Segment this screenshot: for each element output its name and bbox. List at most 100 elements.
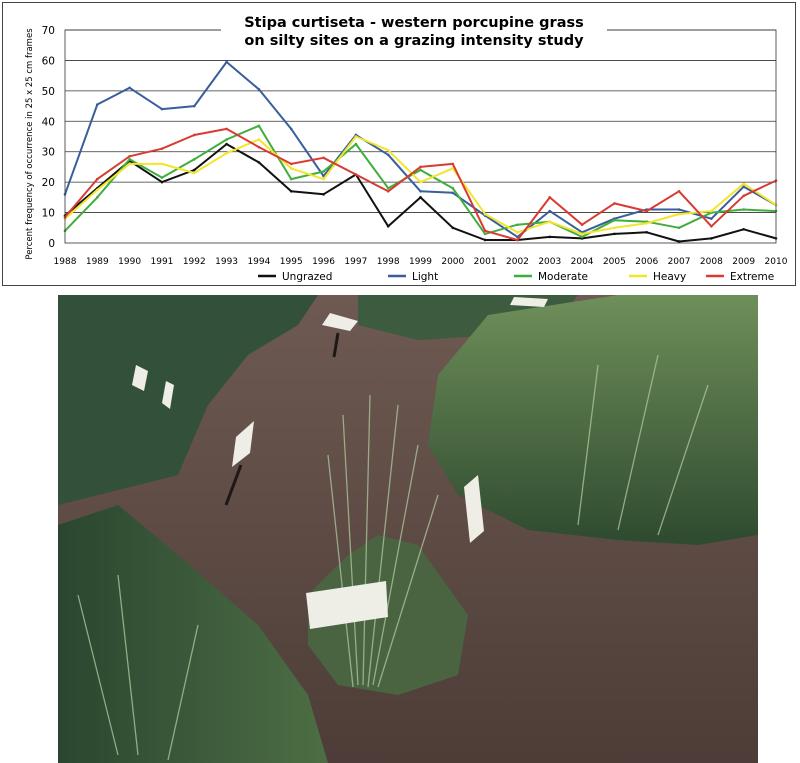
point-extreme <box>225 127 228 131</box>
point-moderate <box>225 138 228 141</box>
point-extreme <box>289 162 293 166</box>
x-tick-label: 2007 <box>668 257 691 267</box>
point-light <box>451 191 455 195</box>
point-light <box>548 209 552 213</box>
x-tick-label: 1998 <box>377 257 400 267</box>
point-heavy <box>419 180 422 184</box>
point-moderate <box>483 232 487 236</box>
point-heavy <box>451 167 455 170</box>
line-chart: 0 10 20 30 40 50 60 70 1988 1989 1990 1991 1992 1993 1… <box>25 7 788 283</box>
point-extreme <box>710 224 713 228</box>
point-extreme <box>419 165 422 169</box>
x-tick-label: 2006 <box>635 257 658 267</box>
x-tick-label: 1991 <box>151 257 174 267</box>
point-light <box>289 127 293 131</box>
point-heavy <box>257 138 261 141</box>
point-ungrazed <box>451 226 455 230</box>
plot-label-3 <box>322 313 358 331</box>
point-ungrazed <box>322 193 325 196</box>
point-extreme <box>742 194 745 198</box>
x-tick-label: 1992 <box>183 257 206 267</box>
x-tick-label: 1996 <box>312 257 335 267</box>
grass-clump-center <box>308 535 468 695</box>
y-tick-label: 40 <box>42 116 55 128</box>
point-light <box>419 189 422 193</box>
point-light <box>386 153 390 157</box>
chart-title-line-1: Stipa curtiseta - western porcupine gras… <box>244 15 584 31</box>
legend-label-heavy: Heavy <box>653 271 686 283</box>
point-ungrazed <box>192 168 196 172</box>
legend-label-ungrazed: Ungrazed <box>282 271 332 283</box>
point-moderate <box>96 196 99 199</box>
grass-clump-bottom-left <box>58 505 328 763</box>
plot-label-4 <box>510 297 548 307</box>
legend: Ungrazed Light Moderate Heavy Extreme <box>258 271 774 283</box>
label-stake-2 <box>332 332 340 358</box>
point-heavy <box>354 135 358 138</box>
point-heavy <box>225 151 228 155</box>
y-tick-label: 20 <box>42 177 55 189</box>
point-moderate <box>354 142 358 146</box>
x-tick-label: 1997 <box>344 257 367 267</box>
point-ungrazed <box>289 189 293 193</box>
x-tick-label: 1993 <box>215 257 238 267</box>
x-tick-label: 1999 <box>409 257 432 267</box>
point-extreme <box>128 154 131 158</box>
point-ungrazed <box>677 240 681 243</box>
point-light <box>225 60 228 64</box>
chart-panel: 0 10 20 30 40 50 60 70 1988 1989 1990 1991 1992 1993 1… <box>2 2 796 286</box>
series-line-heavy <box>64 135 777 235</box>
point-ungrazed <box>483 238 487 242</box>
point-extreme <box>516 238 519 242</box>
plot-label-1 <box>132 365 148 391</box>
x-tick-label: 1994 <box>247 257 270 267</box>
grass-clump-top-left <box>58 295 318 505</box>
point-heavy <box>192 171 196 175</box>
legend-label-moderate: Moderate <box>538 271 588 283</box>
point-heavy <box>645 221 649 225</box>
legend-label-light: Light <box>412 271 438 283</box>
point-extreme <box>613 202 616 205</box>
point-moderate <box>742 208 745 211</box>
axes: 0 10 20 30 40 50 60 70 1988 1989 1990 1991 1992 1993 1… <box>42 25 788 267</box>
point-heavy <box>289 167 293 170</box>
point-light <box>257 88 261 91</box>
y-tick-label: 10 <box>42 208 55 220</box>
point-moderate <box>677 226 681 230</box>
grass-plots-photo <box>58 295 758 763</box>
x-tick-label: 2005 <box>603 257 626 267</box>
point-moderate <box>580 235 584 239</box>
point-heavy <box>160 162 164 166</box>
point-heavy <box>386 148 390 152</box>
plot-label-6 <box>464 475 484 543</box>
x-tick-label: 1989 <box>86 257 109 267</box>
point-extreme <box>386 189 390 193</box>
point-moderate <box>192 158 196 161</box>
point-moderate <box>128 158 131 161</box>
point-light <box>742 185 745 189</box>
x-tick-label: 1988 <box>54 257 77 267</box>
x-tick-label: 1990 <box>118 257 141 267</box>
point-light <box>128 86 131 90</box>
point-extreme <box>354 173 358 176</box>
point-extreme <box>192 133 196 137</box>
x-tick-label: 2010 <box>765 257 788 267</box>
series-lines <box>63 60 778 243</box>
point-light <box>192 104 196 108</box>
y-tick-label: 70 <box>42 25 55 37</box>
point-heavy <box>677 212 681 216</box>
plot-label-7 <box>306 581 388 629</box>
legend-label-extreme: Extreme <box>730 271 774 283</box>
plot-label-2 <box>162 381 174 409</box>
point-moderate <box>257 124 261 128</box>
x-tick-label: 1995 <box>280 257 303 267</box>
point-light <box>677 208 681 211</box>
series-line-extreme <box>64 127 777 241</box>
x-tick-label: 2002 <box>506 257 529 267</box>
point-ungrazed <box>613 232 616 236</box>
point-ungrazed <box>710 237 713 240</box>
point-extreme <box>548 196 552 199</box>
plot-area-frame <box>64 29 777 244</box>
point-light <box>96 103 99 106</box>
y-tick-label: 50 <box>42 86 55 98</box>
